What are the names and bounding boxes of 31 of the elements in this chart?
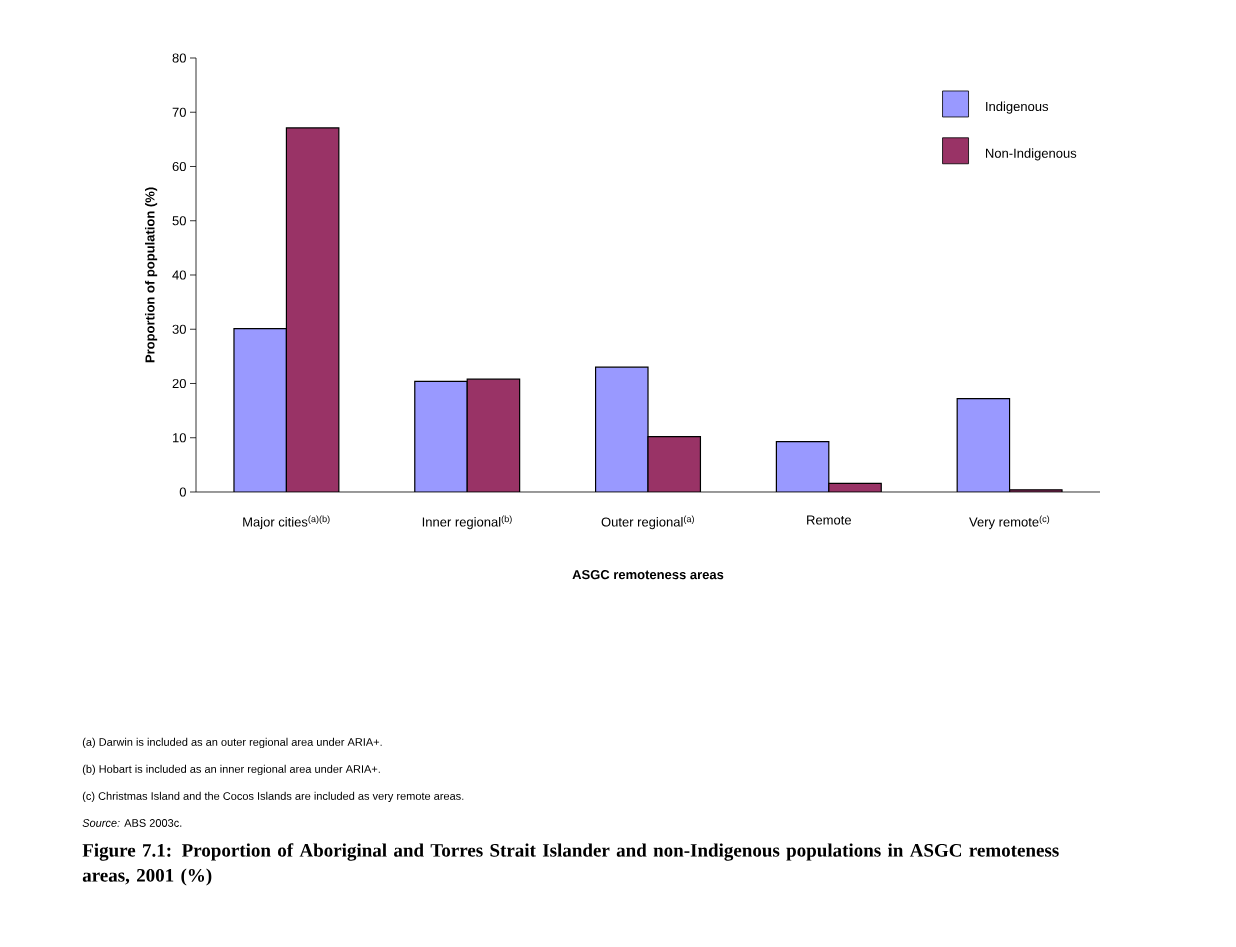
text: (a) Darwin is included as an outer regional area under ARIA+. xyxy=(82,737,382,749)
x-tick-label: Remote xyxy=(807,515,851,525)
bar xyxy=(414,381,468,492)
y-tick-label: 80 xyxy=(172,53,186,63)
bar xyxy=(956,398,1011,492)
x-tick-label: Very remote$^{(c)}$ xyxy=(969,515,1050,530)
x-tick-label: Inner regional$^{(b)}$ xyxy=(422,515,512,530)
legend-label: Indigenous xyxy=(986,101,1049,114)
y-tick-label: 60 xyxy=(172,161,186,172)
text: (c) Christmas Island and the Cocos Islands are included as very remote areas. xyxy=(82,791,464,803)
x-axis-title: ASGC remoteness areas xyxy=(572,570,724,580)
bar xyxy=(648,436,701,492)
text: (b) Hobart is included as an inner regional area under ARIA+. xyxy=(82,764,380,776)
x-tick-label: Major cities$^{(a)(b)}$ xyxy=(243,515,330,530)
y-axis-title: Proportion of population (%) xyxy=(145,187,158,363)
y-tick-label: 70 xyxy=(172,107,186,117)
y-tick-label: 20 xyxy=(172,378,186,389)
text: Source: ABS 2003c. xyxy=(82,819,182,827)
bar xyxy=(286,127,339,492)
legend-label: Non-Indigenous xyxy=(986,148,1077,161)
text: Figure 7.1: Proportion of Aboriginal and Torres Strait Islander and non-Indigenous populations in ASGC remoteness areas, 2001 (%) xyxy=(82,843,1059,886)
y-tick-label: 50 xyxy=(172,216,186,226)
bar xyxy=(595,367,649,492)
y-tick-label: 10 xyxy=(173,433,186,443)
y-tick-label: 0 xyxy=(179,487,186,497)
bar xyxy=(467,379,520,492)
y-tick-label: 40 xyxy=(172,270,186,280)
bar xyxy=(233,328,287,492)
bar xyxy=(776,441,829,492)
y-tick-label: 30 xyxy=(172,324,186,334)
x-tick-label: Outer regional$^{(a)}$ xyxy=(601,515,694,530)
